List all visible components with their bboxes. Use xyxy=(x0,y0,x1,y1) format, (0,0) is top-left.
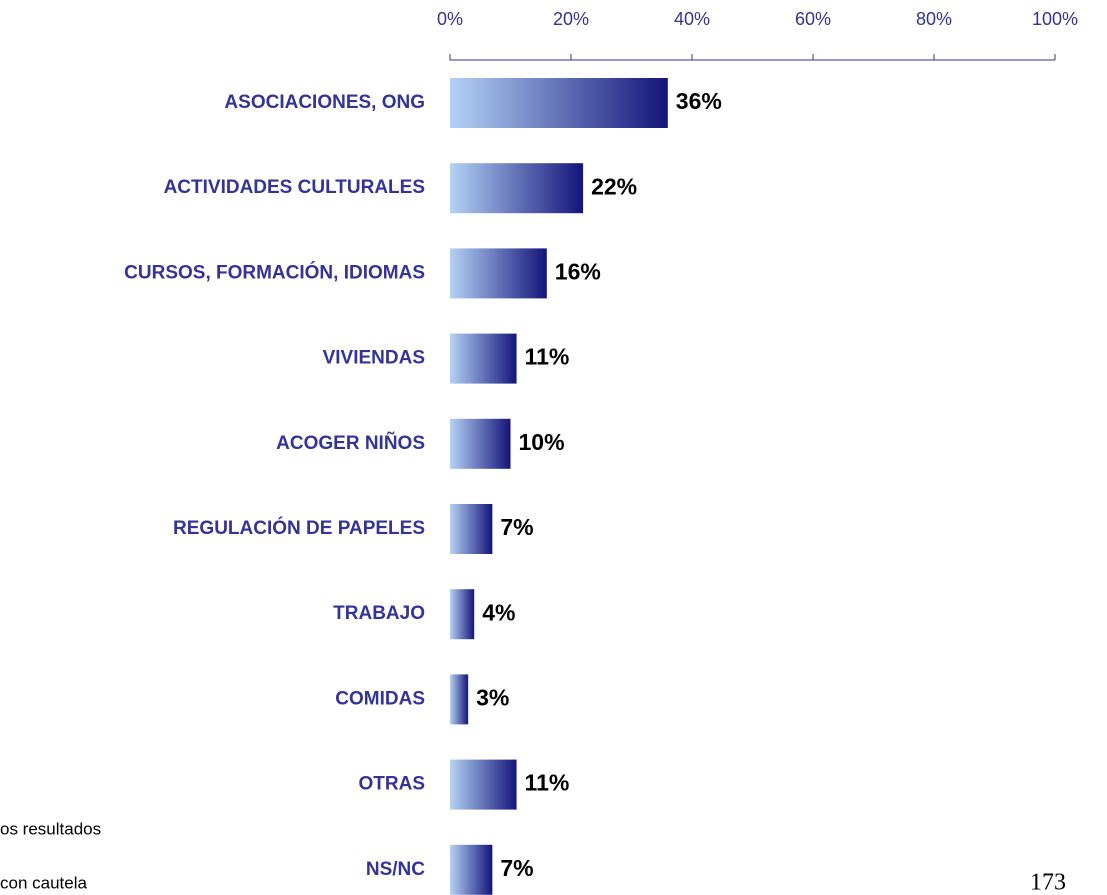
category-label: ACTIVIDADES CULTURALES xyxy=(164,177,425,198)
x-tick-label: 20% xyxy=(553,9,589,29)
bar xyxy=(450,674,469,725)
category-label: REGULACIÓN DE PAPELES xyxy=(173,517,425,539)
x-tick-label: 80% xyxy=(916,9,952,29)
bar xyxy=(450,163,584,214)
x-tick-label: 0% xyxy=(437,9,463,29)
value-label: 11% xyxy=(525,770,570,796)
category-label: VIVIENDAS xyxy=(323,348,425,369)
bar xyxy=(450,418,511,469)
annotation: os resultados xyxy=(0,819,101,838)
x-tick-label: 60% xyxy=(795,9,831,29)
bar xyxy=(450,248,547,299)
x-tick-label: 100% xyxy=(1032,9,1078,29)
value-label: 36% xyxy=(676,88,722,114)
category-label: ACOGER NIÑOS xyxy=(276,432,425,454)
category-label: TRABAJO xyxy=(333,603,425,624)
x-tick-label: 40% xyxy=(674,9,710,29)
category-label: COMIDAS xyxy=(335,688,425,709)
value-label: 22% xyxy=(591,173,637,199)
bar xyxy=(450,589,475,640)
category-label: CURSOS, FORMACIÓN, IDIOMAS xyxy=(124,261,425,283)
value-label: 16% xyxy=(555,258,601,284)
category-label: OTRAS xyxy=(359,774,426,795)
bar xyxy=(450,78,668,128)
value-label: 7% xyxy=(500,855,533,881)
value-label: 3% xyxy=(476,684,509,710)
page-number: 173 xyxy=(1030,870,1066,895)
annotation: con cautela xyxy=(0,873,87,892)
value-label: 10% xyxy=(519,429,565,455)
value-label: 4% xyxy=(482,599,515,625)
bar xyxy=(450,333,517,384)
value-label: 11% xyxy=(525,344,570,370)
bar xyxy=(450,759,517,810)
category-label: NS/NC xyxy=(366,859,425,880)
category-label: ASOCIACIONES, ONG xyxy=(224,92,425,113)
value-label: 7% xyxy=(500,514,533,540)
bar xyxy=(450,844,493,895)
bar xyxy=(450,504,493,554)
